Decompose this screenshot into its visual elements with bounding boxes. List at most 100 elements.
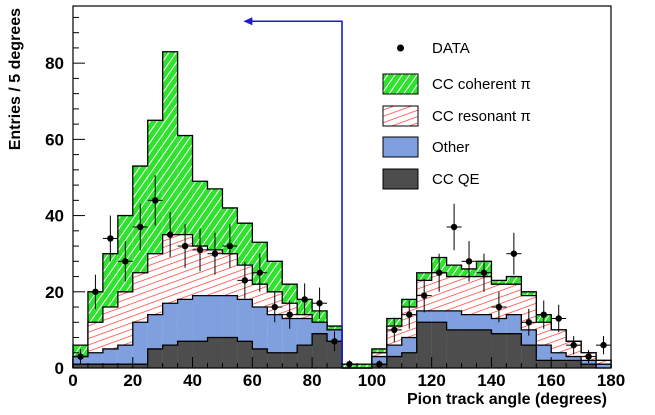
histogram-bar xyxy=(476,329,492,368)
data-point xyxy=(177,224,193,268)
data-point xyxy=(446,203,462,251)
data-point xyxy=(476,253,492,292)
plot-area xyxy=(72,17,612,369)
data-point xyxy=(132,203,148,251)
data-marker xyxy=(406,311,413,318)
cut-arrow-line xyxy=(249,20,343,368)
data-marker xyxy=(256,269,264,276)
data-marker xyxy=(301,296,308,303)
histogram-bar xyxy=(551,360,567,368)
histogram-bar xyxy=(297,345,313,368)
histogram-bar xyxy=(431,322,447,368)
data-point xyxy=(521,308,537,336)
data-marker xyxy=(570,341,577,349)
legend-entry-other: Other xyxy=(382,136,470,158)
data-point xyxy=(566,335,582,355)
histogram-bar xyxy=(566,360,582,368)
data-marker xyxy=(316,300,323,307)
histogram-bar xyxy=(117,345,133,368)
data-point xyxy=(461,241,477,282)
data-marker xyxy=(480,269,488,276)
data-marker xyxy=(465,258,473,265)
histogram-bar xyxy=(581,364,597,368)
y-tick-label: 40 xyxy=(45,207,64,226)
data-marker xyxy=(346,360,353,368)
data-point xyxy=(431,253,447,292)
data-marker xyxy=(495,303,503,311)
y-tick-label: 20 xyxy=(45,283,64,302)
data-marker xyxy=(122,258,129,265)
histogram-bar xyxy=(416,322,432,368)
axes: 0 20 40 60 80 100 120 140 160 180 0 20 40 60 80 Pion tr… xyxy=(7,5,625,408)
histogram-bar xyxy=(162,345,178,368)
y-tick-label: 80 xyxy=(45,54,64,73)
y-axis-title: Entries / 5 degrees xyxy=(7,8,24,150)
histogram-bar xyxy=(117,364,133,368)
legend-swatch xyxy=(382,136,419,158)
x-tick-label: 140 xyxy=(477,371,505,390)
cut-arrow-head xyxy=(243,17,253,26)
histogram-bar xyxy=(491,333,507,368)
data-point xyxy=(282,300,298,329)
legend-data-marker xyxy=(397,44,404,52)
data-marker xyxy=(271,303,278,311)
data-marker xyxy=(525,319,533,326)
data-point xyxy=(327,331,342,352)
histogram-bar xyxy=(267,352,283,368)
data-point xyxy=(297,283,313,316)
legend-swatch xyxy=(382,168,419,190)
data-point xyxy=(371,360,387,368)
data-marker xyxy=(331,338,338,345)
x-tick-label: 40 xyxy=(183,371,202,390)
series-data xyxy=(73,175,611,368)
data-marker xyxy=(241,277,249,284)
data-marker xyxy=(391,326,398,334)
data-marker xyxy=(226,242,234,250)
histogram-bar xyxy=(177,341,193,368)
histogram-bar xyxy=(192,341,208,368)
data-marker xyxy=(286,311,293,318)
legend-label: CC QE xyxy=(432,171,480,188)
legend-swatch xyxy=(382,105,419,127)
data-point xyxy=(117,241,133,282)
data-marker xyxy=(107,235,114,242)
data-point xyxy=(596,335,611,355)
data-point xyxy=(162,212,178,258)
data-point xyxy=(147,175,163,226)
histogram-bar xyxy=(401,352,417,368)
legend-swatch xyxy=(382,73,419,95)
data-point xyxy=(87,274,103,309)
histogram-bar xyxy=(147,348,163,368)
data-point xyxy=(491,291,507,323)
histogram-bar xyxy=(461,329,477,368)
data-point xyxy=(102,215,118,262)
histogram-bar xyxy=(222,337,238,368)
legend-label: CC coherent π xyxy=(432,76,531,93)
x-tick-label: 120 xyxy=(417,371,445,390)
data-point xyxy=(207,232,223,275)
legend-entry-cc-resonant: CC resonant π xyxy=(382,105,531,127)
x-tick-label: 0 xyxy=(68,371,77,390)
legend-entry-cc-qe: CC QE xyxy=(382,168,480,190)
histogram-bar xyxy=(312,333,328,368)
data-point xyxy=(222,224,238,268)
histogram-bar xyxy=(102,364,118,368)
histogram-bar xyxy=(73,364,88,368)
data-marker xyxy=(77,353,84,360)
data-point xyxy=(267,291,283,323)
y-tick-label: 0 xyxy=(55,359,64,378)
data-marker xyxy=(151,197,159,204)
data-marker xyxy=(137,223,144,231)
x-tick-label: 160 xyxy=(537,371,565,390)
data-point xyxy=(252,253,268,292)
histogram-bar xyxy=(207,337,223,368)
data-marker xyxy=(166,231,174,238)
histogram-bar xyxy=(446,329,462,368)
data-point xyxy=(192,228,208,272)
data-marker xyxy=(555,315,562,322)
data-marker xyxy=(92,288,99,295)
histogram-bar xyxy=(252,348,268,368)
histogram-bar xyxy=(596,364,611,368)
histogram-bar xyxy=(386,356,402,368)
data-point xyxy=(73,348,88,365)
